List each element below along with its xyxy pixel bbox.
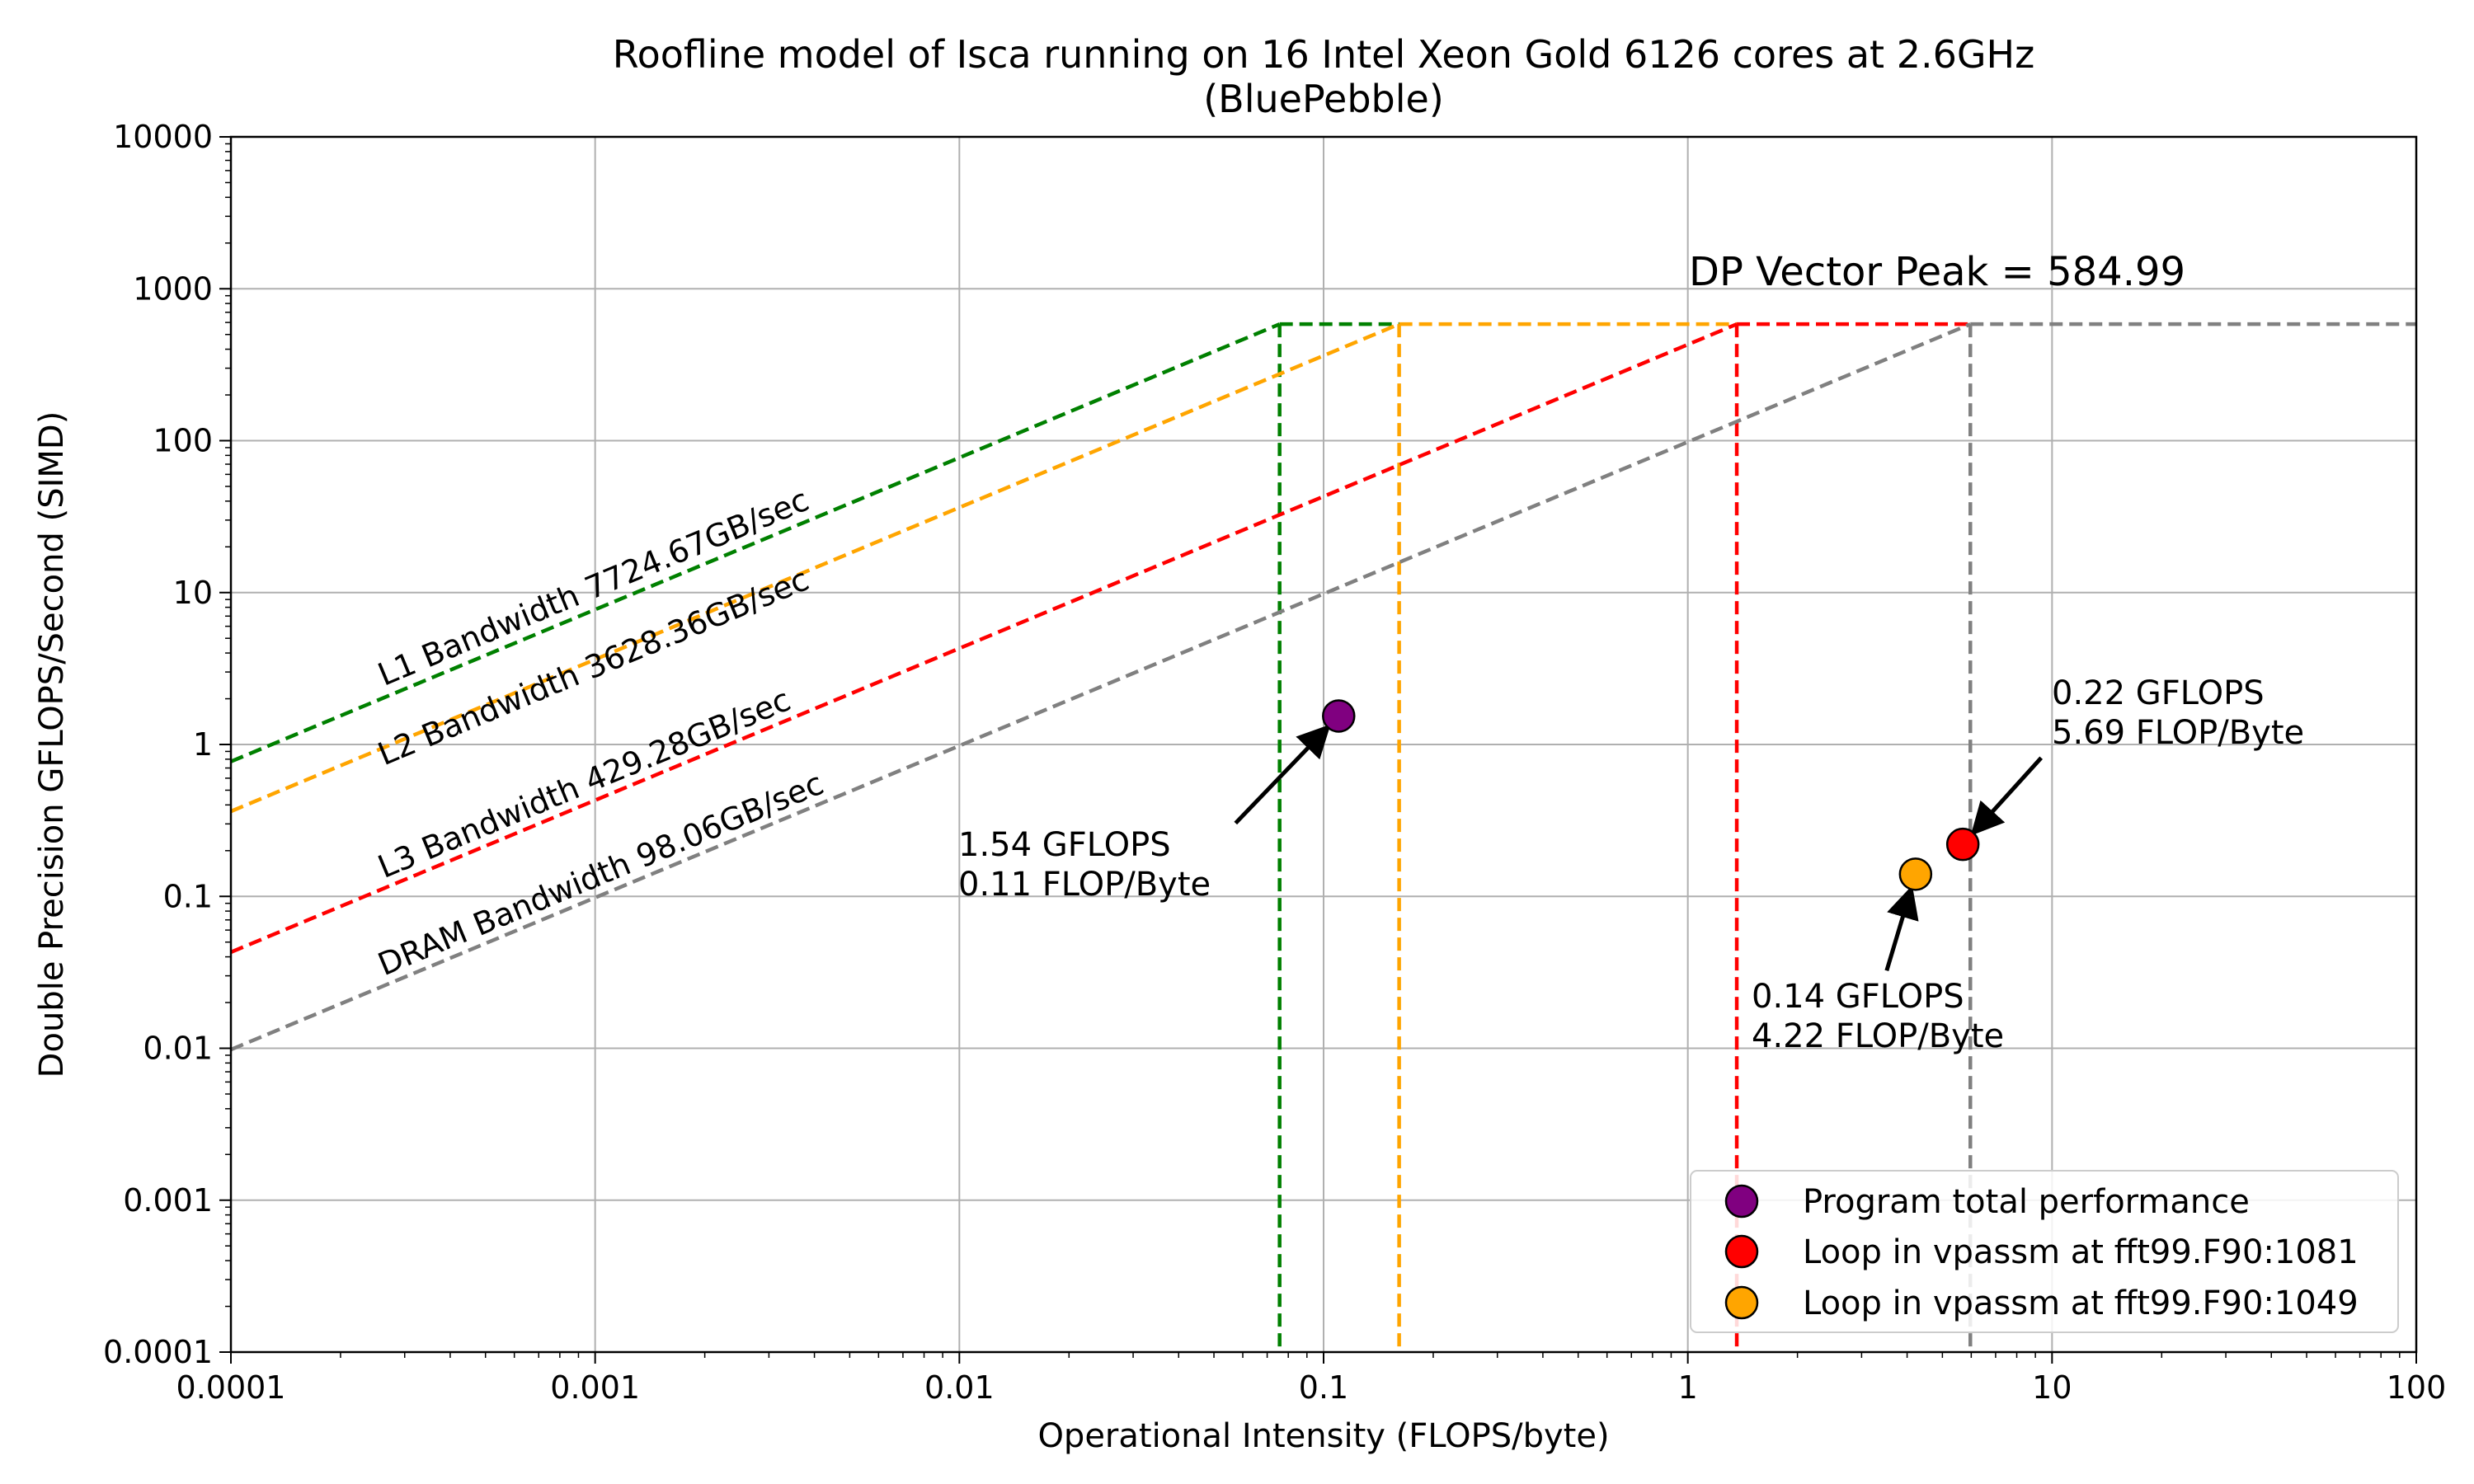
annotation-loop-1081-gflops: 0.22 GFLOPS xyxy=(2052,674,2265,712)
x-tick-label: 1 xyxy=(1678,1369,1698,1406)
data-point xyxy=(1945,827,1980,862)
x-tick-label: 0.0001 xyxy=(176,1369,286,1406)
legend-label-loop-1081: Loop in vpassm at fft99.F90:1081 xyxy=(1803,1233,2359,1271)
x-tick-label: 0.1 xyxy=(1299,1369,1348,1406)
y-tick-label: 1 xyxy=(193,726,213,763)
x-tick-label: 0.01 xyxy=(924,1369,995,1406)
roof-slope-line xyxy=(230,322,1738,954)
axis-ticks: 0.0001 0.001 0.01 0.1 1 10 100 0.0001 0.001 0.01 0… xyxy=(103,119,2446,1406)
x-tick-label: 0.001 xyxy=(550,1369,640,1406)
legend-label-loop-1049: Loop in vpassm at fft99.F90:1049 xyxy=(1803,1284,2359,1322)
annotation-loop-1049: 0.14 GFLOPS 4.22 FLOP/Byte xyxy=(1752,978,2004,1055)
y-tick-label: 10 xyxy=(173,575,213,611)
peak-label: DP Vector Peak = 584.99 xyxy=(1689,249,2185,295)
y-tick-label: 10000 xyxy=(113,119,213,155)
x-axis-label: Operational Intensity (FLOPS/byte) xyxy=(1037,1417,1609,1455)
roof-slope-line xyxy=(230,322,1400,814)
y-tick-label: 0.001 xyxy=(123,1182,213,1219)
legend: Program total performance Loop in vpassm… xyxy=(1690,1170,2399,1333)
data-point xyxy=(1898,857,1933,891)
annotation-loop-1081-intensity: 5.69 FLOP/Byte xyxy=(2052,714,2304,752)
y-tick-label: 0.0001 xyxy=(103,1334,213,1370)
annotation-arrow xyxy=(1970,756,2044,836)
roof-slope-line xyxy=(230,322,1281,763)
annotation-loop-1049-intensity: 4.22 FLOP/Byte xyxy=(1752,1017,2004,1055)
annotation-total-intensity: 0.11 FLOP/Byte xyxy=(958,866,1211,904)
annotation-total-gflops: 1.54 GFLOPS xyxy=(958,826,1171,864)
data-point xyxy=(1322,699,1356,733)
legend-marker-loop-1049 xyxy=(1724,1285,1759,1320)
annotation-loop-1049-gflops: 0.14 GFLOPS xyxy=(1752,978,1964,1016)
legend-box xyxy=(1690,1170,2399,1333)
y-tick-label: 0.1 xyxy=(163,878,213,914)
annotation-arrow xyxy=(1884,885,1919,972)
chart-subtitle: (BluePebble) xyxy=(1203,77,1444,121)
annotation-loop-1081: 0.22 GFLOPS 5.69 FLOP/Byte xyxy=(2052,674,2304,752)
annotation-arrow xyxy=(1234,724,1331,825)
y-tick-label: 100 xyxy=(153,423,213,459)
legend-marker-loop-1081 xyxy=(1724,1234,1759,1269)
chart-title: Roofline model of Isca running on 16 Int… xyxy=(613,32,2034,77)
grid-lines xyxy=(230,136,2417,1353)
data-points xyxy=(1234,699,2044,972)
annotation-total: 1.54 GFLOPS 0.11 FLOP/Byte xyxy=(958,826,1211,904)
x-tick-label: 10 xyxy=(2032,1369,2072,1406)
roof-slope-line xyxy=(230,322,1972,1052)
x-tick-label: 100 xyxy=(2387,1369,2447,1406)
y-tick-label: 0.01 xyxy=(143,1031,213,1067)
y-tick-label: 1000 xyxy=(133,270,213,307)
legend-marker-total xyxy=(1724,1184,1759,1219)
y-axis-label: Double Precision GFLOPS/Second (SIMD) xyxy=(33,411,71,1078)
legend-label-total: Program total performance xyxy=(1803,1183,2250,1221)
